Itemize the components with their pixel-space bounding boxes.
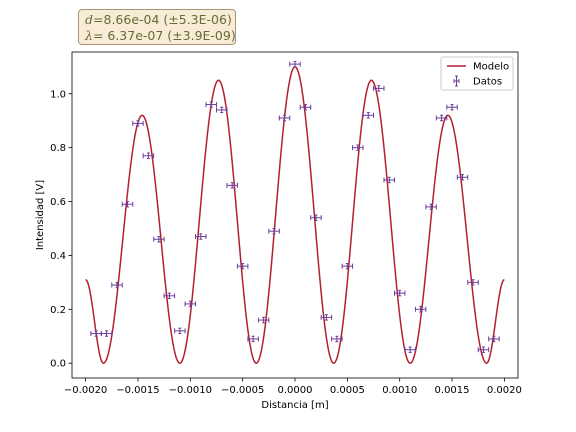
data-point <box>142 152 155 159</box>
data-point <box>226 182 238 189</box>
data-point <box>383 176 395 184</box>
x-tick-label: 0.0020 <box>487 385 522 396</box>
fit-parameters-box: d=8.66e-04 (±5.3E-06) λ= 6.37e-07 (±3.9E… <box>78 9 236 45</box>
data-point <box>467 279 479 286</box>
data-point <box>331 335 343 343</box>
data-point <box>456 174 469 181</box>
x-tick-label: −0.0010 <box>169 385 212 396</box>
fit-d-line: d=8.66e-04 (±5.3E-06) <box>85 12 232 28</box>
x-tick-label: −0.0005 <box>221 385 264 396</box>
legend-data-marker <box>453 75 460 87</box>
data-point <box>425 203 437 211</box>
data-point <box>153 236 165 243</box>
y-tick-label: 0.6 <box>50 197 66 208</box>
axes: −0.0020 −0.0015 −0.0010 −0.0005 0.0000 0.0005… <box>50 51 522 396</box>
data-point <box>195 233 207 240</box>
x-tick-label: 0.0005 <box>330 385 365 396</box>
data-point <box>163 292 176 300</box>
y-tick-label: 0.0 <box>50 359 66 370</box>
legend: Modelo Datos <box>440 56 514 91</box>
data-point <box>278 114 291 122</box>
data-point <box>257 316 270 324</box>
d-symbol: d <box>85 12 94 27</box>
data-point <box>414 306 427 313</box>
data-point <box>121 201 134 208</box>
data-point <box>477 346 490 353</box>
data-point <box>205 101 217 108</box>
data-point <box>393 289 406 297</box>
model-curve <box>85 66 505 364</box>
x-tick-label: 0.0010 <box>382 385 417 396</box>
data-point <box>352 144 364 151</box>
data-point <box>100 330 113 337</box>
d-value: =8.66e-04 (±5.3E-06) <box>93 12 232 27</box>
data-point <box>289 60 301 68</box>
x-tick-label: −0.0020 <box>64 385 107 396</box>
data-point <box>373 85 385 92</box>
data-point <box>247 335 259 343</box>
data-point <box>90 330 102 337</box>
x-tick-label: −0.0015 <box>116 385 159 396</box>
data-point <box>215 106 228 114</box>
y-tick-label: 0.4 <box>50 251 66 262</box>
data-point <box>488 335 500 343</box>
data-point <box>111 281 123 289</box>
data-point <box>174 327 186 335</box>
data-point <box>341 262 354 270</box>
y-axis-label: Intensidad [V] <box>35 180 46 250</box>
data-point <box>299 104 312 111</box>
legend-data-label: Datos <box>473 77 502 88</box>
data-point <box>310 214 322 221</box>
data-point <box>404 346 416 353</box>
y-tick-label: 0.2 <box>50 305 66 316</box>
data-point <box>362 112 375 119</box>
axes-frame <box>71 51 519 379</box>
lambda-value: = 6.37e-07 (±3.9E-09) <box>92 28 236 43</box>
data-point <box>184 300 197 308</box>
fit-lambda-line: λ= 6.37e-07 (±3.9E-09) <box>85 28 236 44</box>
data-point <box>320 314 333 321</box>
legend-model-label: Modelo <box>473 62 509 73</box>
data-point <box>132 120 144 127</box>
data-point <box>446 104 458 111</box>
y-tick-label: 1.0 <box>50 89 66 100</box>
lambda-symbol: λ <box>85 28 93 43</box>
x-axis-label: Distancia [m] <box>261 400 328 411</box>
y-tick-label: 0.8 <box>50 143 66 154</box>
data-point <box>435 114 448 122</box>
plot-area <box>85 60 505 364</box>
data-point <box>236 262 249 270</box>
x-tick-label: 0.0015 <box>435 385 470 396</box>
data-point <box>268 227 280 235</box>
x-tick-label: 0.0000 <box>278 385 313 396</box>
